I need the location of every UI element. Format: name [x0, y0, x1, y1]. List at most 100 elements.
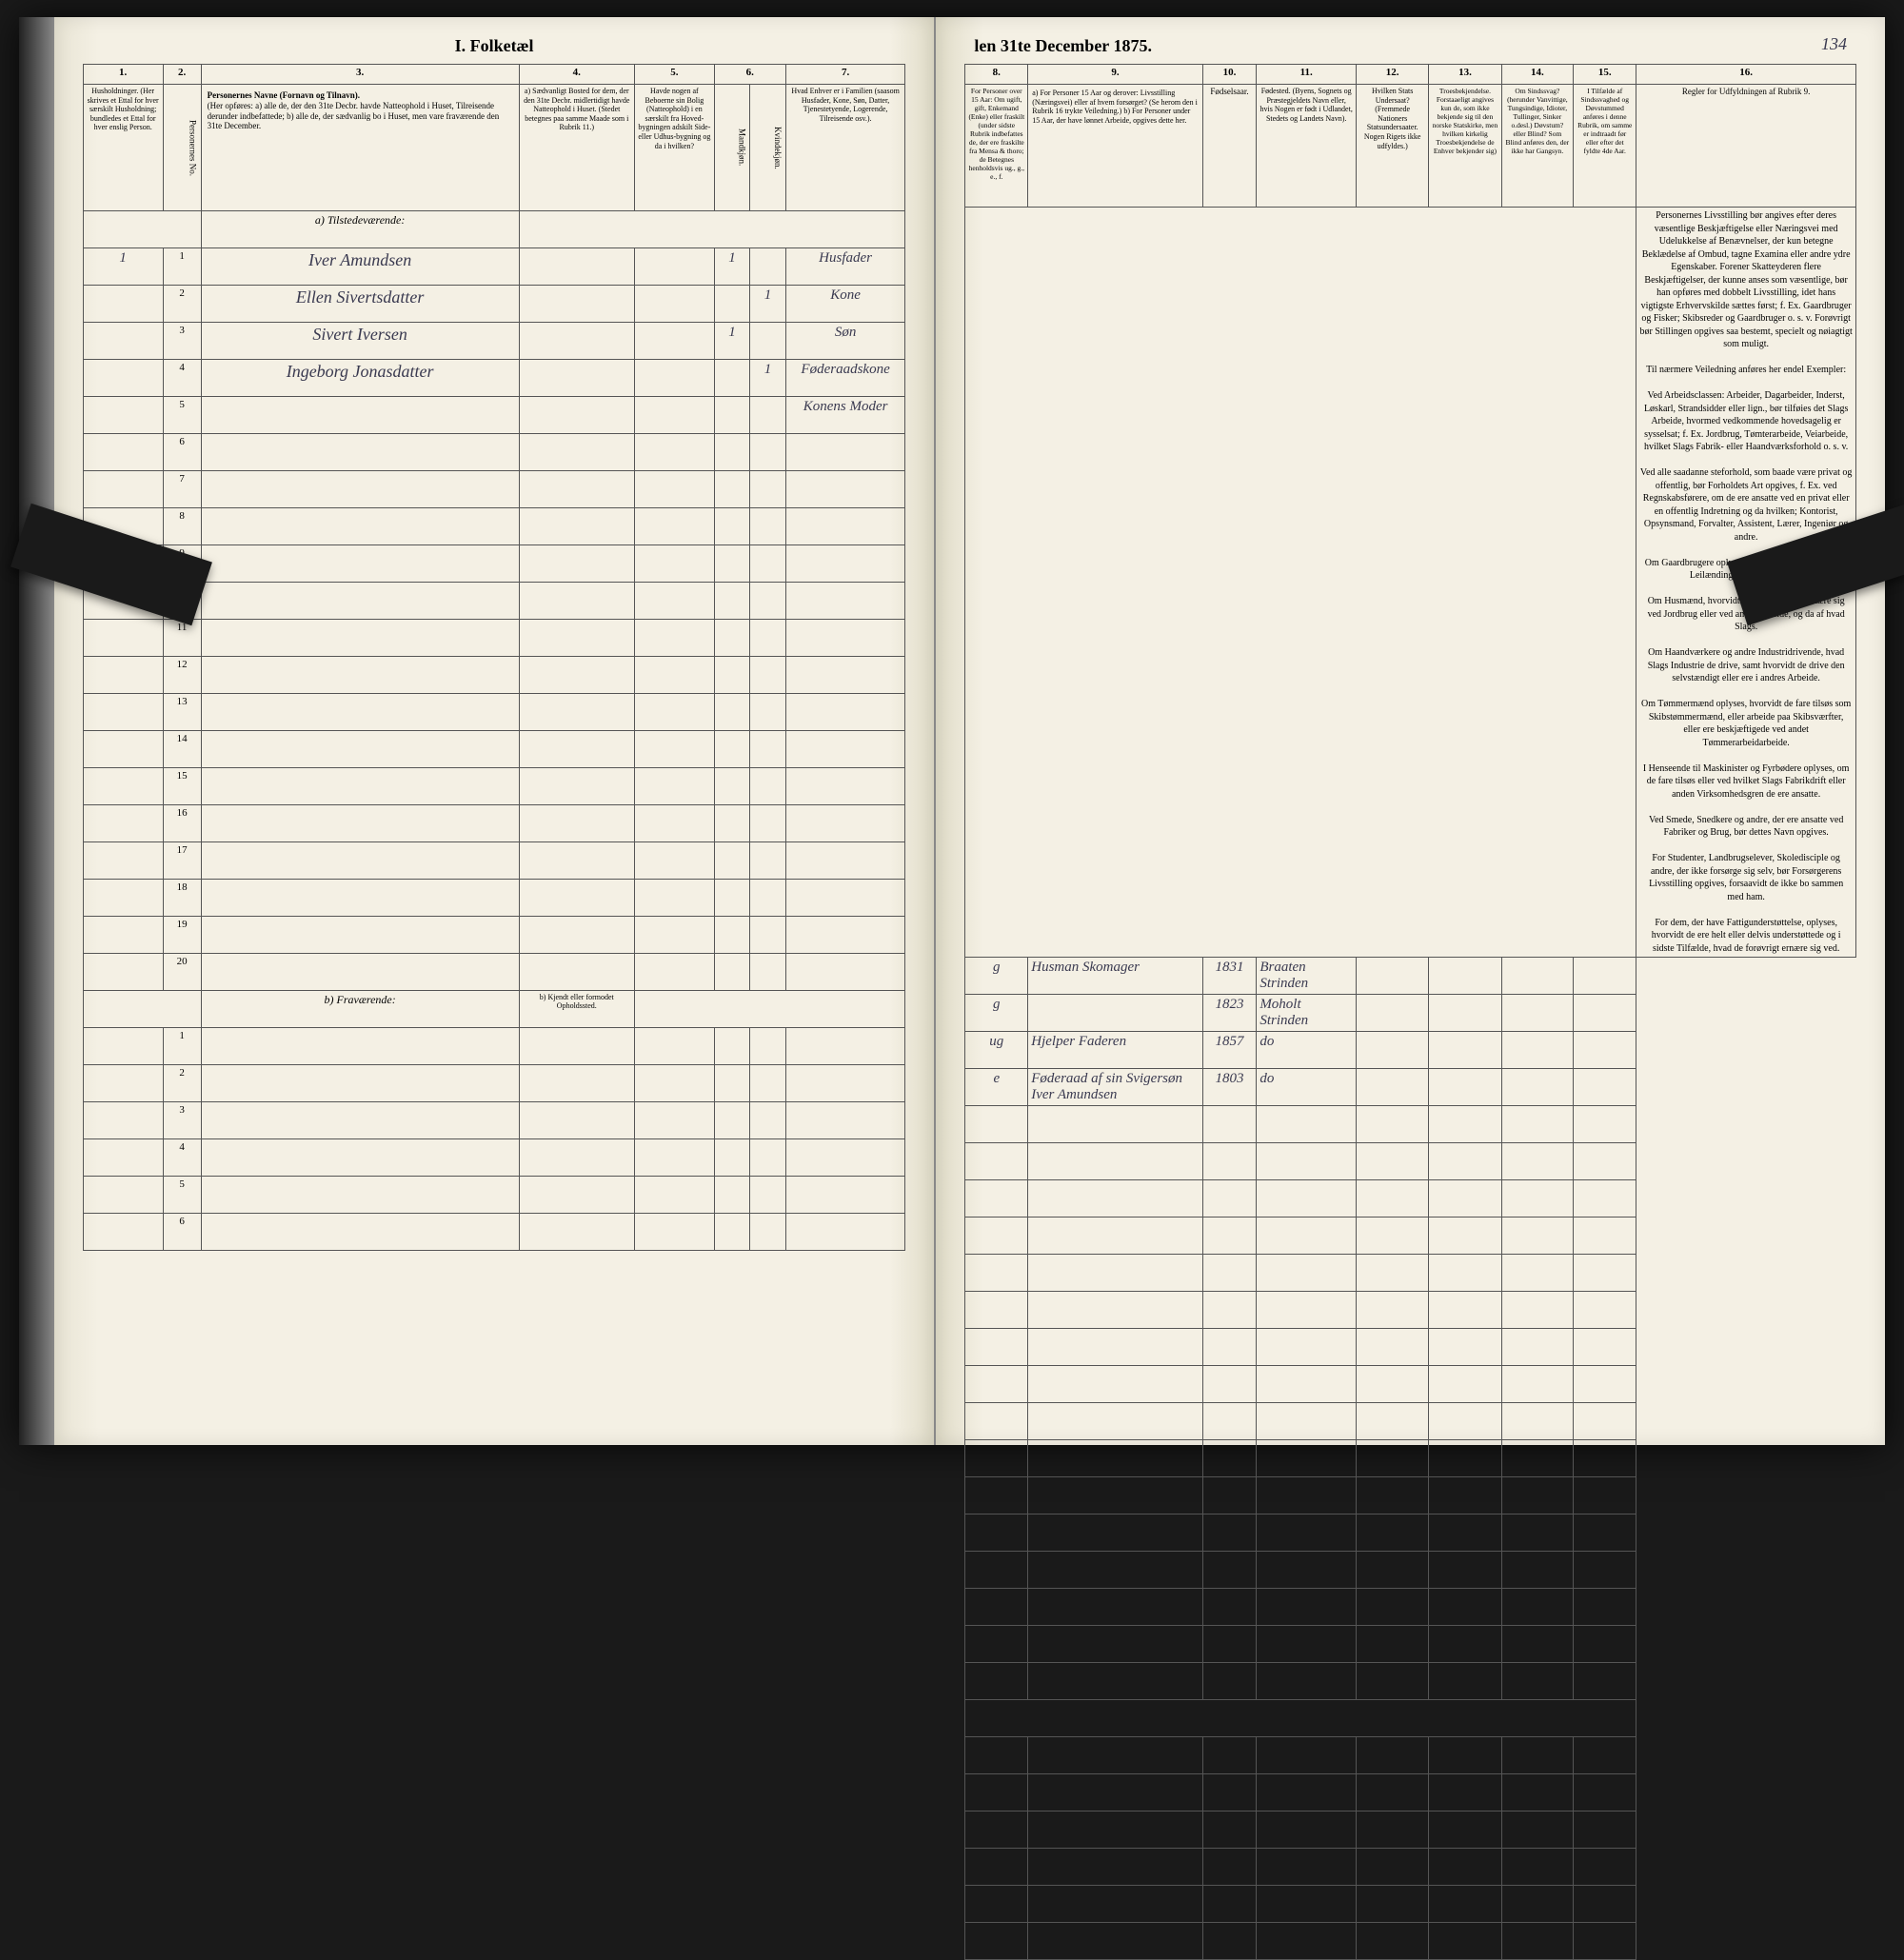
header-fodested: Fødested. (Byens, Sognets og Præstegjeld… [1257, 85, 1357, 208]
table-row: 15 [83, 768, 905, 805]
cell-occupation [1028, 995, 1203, 1032]
table-row: 16 [83, 805, 905, 842]
cell-bolig [634, 323, 714, 360]
table-row [965, 1886, 1856, 1923]
cell-bosted [519, 397, 634, 434]
cell-male: 1 [714, 248, 750, 286]
cell-male [714, 286, 750, 323]
cell-place: Moholt Strinden [1257, 995, 1357, 1032]
col-header-11: 11. [1257, 65, 1357, 85]
col-header-1: 1. [83, 65, 163, 85]
cell-place: do [1257, 1069, 1357, 1106]
table-row [965, 1589, 1856, 1626]
table-row: 14 [83, 731, 905, 768]
cell-rownum: 1 [163, 248, 201, 286]
cell-occupation: Husman Skomager [1028, 958, 1203, 995]
table-row: e Føderaad af sin Svigersøn Iver Amundse… [965, 1069, 1856, 1106]
cell-status: g [965, 995, 1028, 1032]
col-header-16: 16. [1636, 65, 1856, 85]
cell-bolig [634, 397, 714, 434]
cell-status: g [965, 958, 1028, 995]
cell-household [83, 397, 163, 434]
cell-name: Ingeborg Jonasdatter [201, 360, 519, 397]
table-row: 20 [83, 954, 905, 991]
table-row [965, 1218, 1856, 1255]
table-row: 4 [83, 1139, 905, 1177]
table-row: 10 [83, 583, 905, 620]
cell-place [1257, 1106, 1357, 1143]
cell-female: 1 [750, 286, 786, 323]
cell-female: 1 [750, 360, 786, 397]
header-tilfaelde: I Tilfælde af Sindssvaghed og Døvstummed… [1574, 85, 1636, 208]
page-number: 134 [1815, 34, 1847, 54]
cell-bosted [519, 248, 634, 286]
header-husholdning: Husholdninger. (Her skrives et Ettal for… [83, 85, 163, 211]
cell-name [201, 397, 519, 434]
cell-household: 1 [83, 248, 163, 286]
col-header-6: 6. [714, 65, 785, 85]
cell-female [750, 248, 786, 286]
cell-name: Iver Amundsen [201, 248, 519, 286]
cell-name: Sivert Iversen [201, 323, 519, 360]
table-row: 6 [83, 434, 905, 471]
table-row: 13 [83, 694, 905, 731]
cell-bolig [634, 360, 714, 397]
cell-household [83, 323, 163, 360]
table-row [965, 1515, 1856, 1552]
table-row [965, 1774, 1856, 1812]
table-row [965, 1180, 1856, 1218]
table-row [965, 1626, 1856, 1663]
table-row: 2 Ellen Sivertsdatter 1 Kone [83, 286, 905, 323]
cell-rownum: 3 [163, 323, 201, 360]
table-row [965, 1923, 1856, 1960]
cell-female [750, 397, 786, 434]
cell-place: Braaten Strinden [1257, 958, 1357, 995]
table-row [965, 1403, 1856, 1440]
header-troes: Troesbekjendelse. Forstaaeligt angives k… [1429, 85, 1501, 208]
cell-occupation: Hjelper Faderen [1028, 1032, 1203, 1069]
table-row: 11 [83, 620, 905, 657]
cell-family: Husfader [785, 248, 905, 286]
col-header-15: 15. [1574, 65, 1636, 85]
cell-male: 1 [714, 323, 750, 360]
table-row [965, 1329, 1856, 1366]
cell-status: e [965, 1069, 1028, 1106]
table-row [965, 1106, 1856, 1143]
header-kvindekjon: Kvindekjøn. [750, 85, 786, 211]
table-row [965, 1440, 1856, 1477]
cell-rownum: 4 [163, 360, 201, 397]
header-familie: Hvad Enhver er i Familien (saasom Husfad… [785, 85, 905, 211]
table-row: g 1823 Moholt Strinden [965, 995, 1856, 1032]
section-absent: b) Fraværende: [201, 991, 519, 1028]
census-page-right: 134 len 31te December 1875. 8. 9. 10. 11… [936, 17, 1885, 1445]
cell-year: 1803 [1202, 1069, 1257, 1106]
cell-occupation [1028, 1106, 1203, 1143]
page-title-right: len 31te December 1875. [964, 36, 1856, 56]
table-row: 18 [83, 880, 905, 917]
table-row: 7 [83, 471, 905, 508]
table-row: 4 Ingeborg Jonasdatter 1 Føderaadskone [83, 360, 905, 397]
col-header-2: 2. [163, 65, 201, 85]
section-absent-col4: b) Kjendt eller formodet Opholdssted. [519, 991, 634, 1028]
col-header-3: 3. [201, 65, 519, 85]
table-row: 6 [83, 1214, 905, 1251]
cell-year: 1823 [1202, 995, 1257, 1032]
table-row [965, 1663, 1856, 1700]
header-fodselsaar: Fødselsaar. [1202, 85, 1257, 208]
table-row: g Husman Skomager 1831 Braaten Strinden [965, 958, 1856, 995]
header-livsstilling: a) For Personer 15 Aar og derover: Livss… [1028, 85, 1203, 208]
col-header-9: 9. [1028, 65, 1203, 85]
table-row [965, 1552, 1856, 1589]
header-sindssvag: Om Sindssvag? (herunder Vanvittige, Tung… [1501, 85, 1574, 208]
cell-status: ug [965, 1032, 1028, 1069]
table-row: 3 Sivert Iversen 1 Søn [83, 323, 905, 360]
cell-family: Konens Moder [785, 397, 905, 434]
header-status: For Personer over 15 Aar: Om ugift, gift… [965, 85, 1028, 208]
cell-status [965, 1106, 1028, 1143]
col-header-4: 4. [519, 65, 634, 85]
table-row: 17 [83, 842, 905, 880]
cell-year: 1831 [1202, 958, 1257, 995]
cell-bosted [519, 323, 634, 360]
table-row [965, 1143, 1856, 1180]
header-navne: Personernes Navne (Fornavn og Tilnavn). … [201, 85, 519, 211]
